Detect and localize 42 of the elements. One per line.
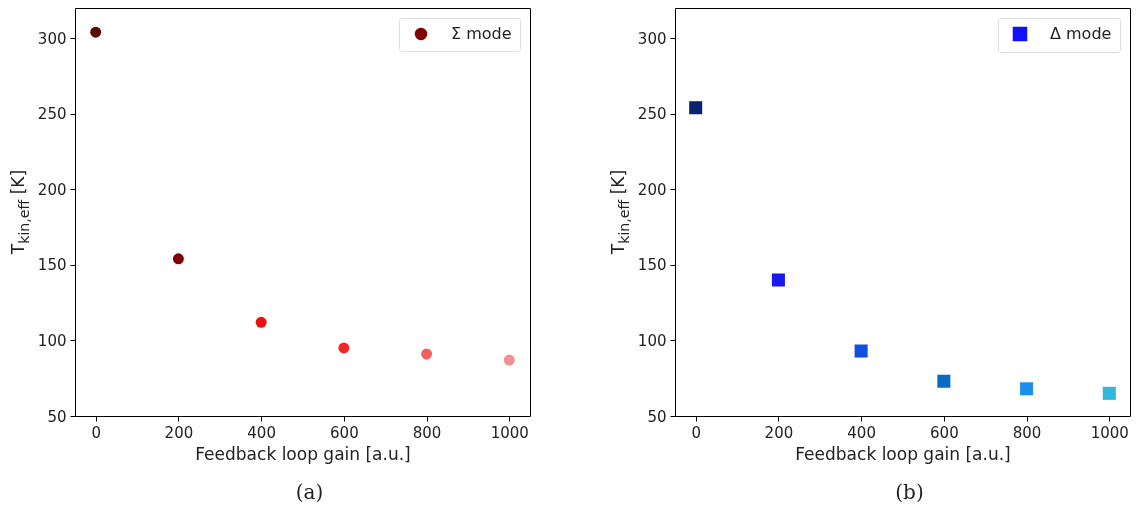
x-tick-label: 200 — [164, 423, 194, 442]
legend-label: Δ mode — [1050, 24, 1112, 43]
point — [1020, 382, 1034, 396]
point — [854, 344, 868, 358]
y-tick-label: 150 — [37, 256, 67, 275]
point — [421, 348, 433, 360]
y-tick-label: 300 — [37, 29, 67, 48]
x-tick-label: 0 — [691, 423, 701, 442]
y-tick-label: 50 — [647, 407, 667, 426]
point — [1102, 386, 1116, 400]
legend-label: Σ mode — [451, 24, 512, 43]
x-tick-label: 600 — [330, 423, 359, 442]
x-tick-label: 400 — [847, 423, 876, 442]
x-axis-title: Feedback loop gain [a.u.] — [795, 443, 1011, 464]
point — [172, 253, 184, 265]
point — [338, 342, 350, 354]
y-tick-label: 200 — [37, 180, 67, 199]
x-axis-title: Feedback loop gain [a.u.] — [195, 443, 411, 464]
y-tick-label: 200 — [637, 180, 667, 199]
point — [255, 316, 267, 328]
y-tick-label: 250 — [637, 105, 667, 124]
text: (b) — [895, 480, 924, 504]
x-tick-label: 1000 — [1090, 423, 1129, 442]
x-tick-label: 200 — [764, 423, 794, 442]
text: (a) — [295, 480, 324, 504]
point — [90, 26, 102, 38]
x-tick-label: 800 — [1012, 423, 1042, 442]
y-tick-label: 100 — [637, 331, 667, 350]
point — [689, 101, 703, 115]
point — [771, 273, 785, 287]
y-tick-label: 250 — [37, 105, 67, 124]
y-tick-label: 50 — [47, 407, 67, 426]
x-tick-label: 0 — [91, 423, 101, 442]
y-tick-label: 150 — [637, 256, 667, 275]
point — [937, 374, 951, 388]
x-tick-label: 600 — [930, 423, 959, 442]
x-tick-label: 400 — [247, 423, 276, 442]
point — [503, 354, 515, 366]
y-tick-label: 300 — [637, 29, 667, 48]
x-tick-label: 1000 — [490, 423, 529, 442]
x-tick-label: 800 — [412, 423, 442, 442]
y-tick-label: 100 — [37, 331, 67, 350]
